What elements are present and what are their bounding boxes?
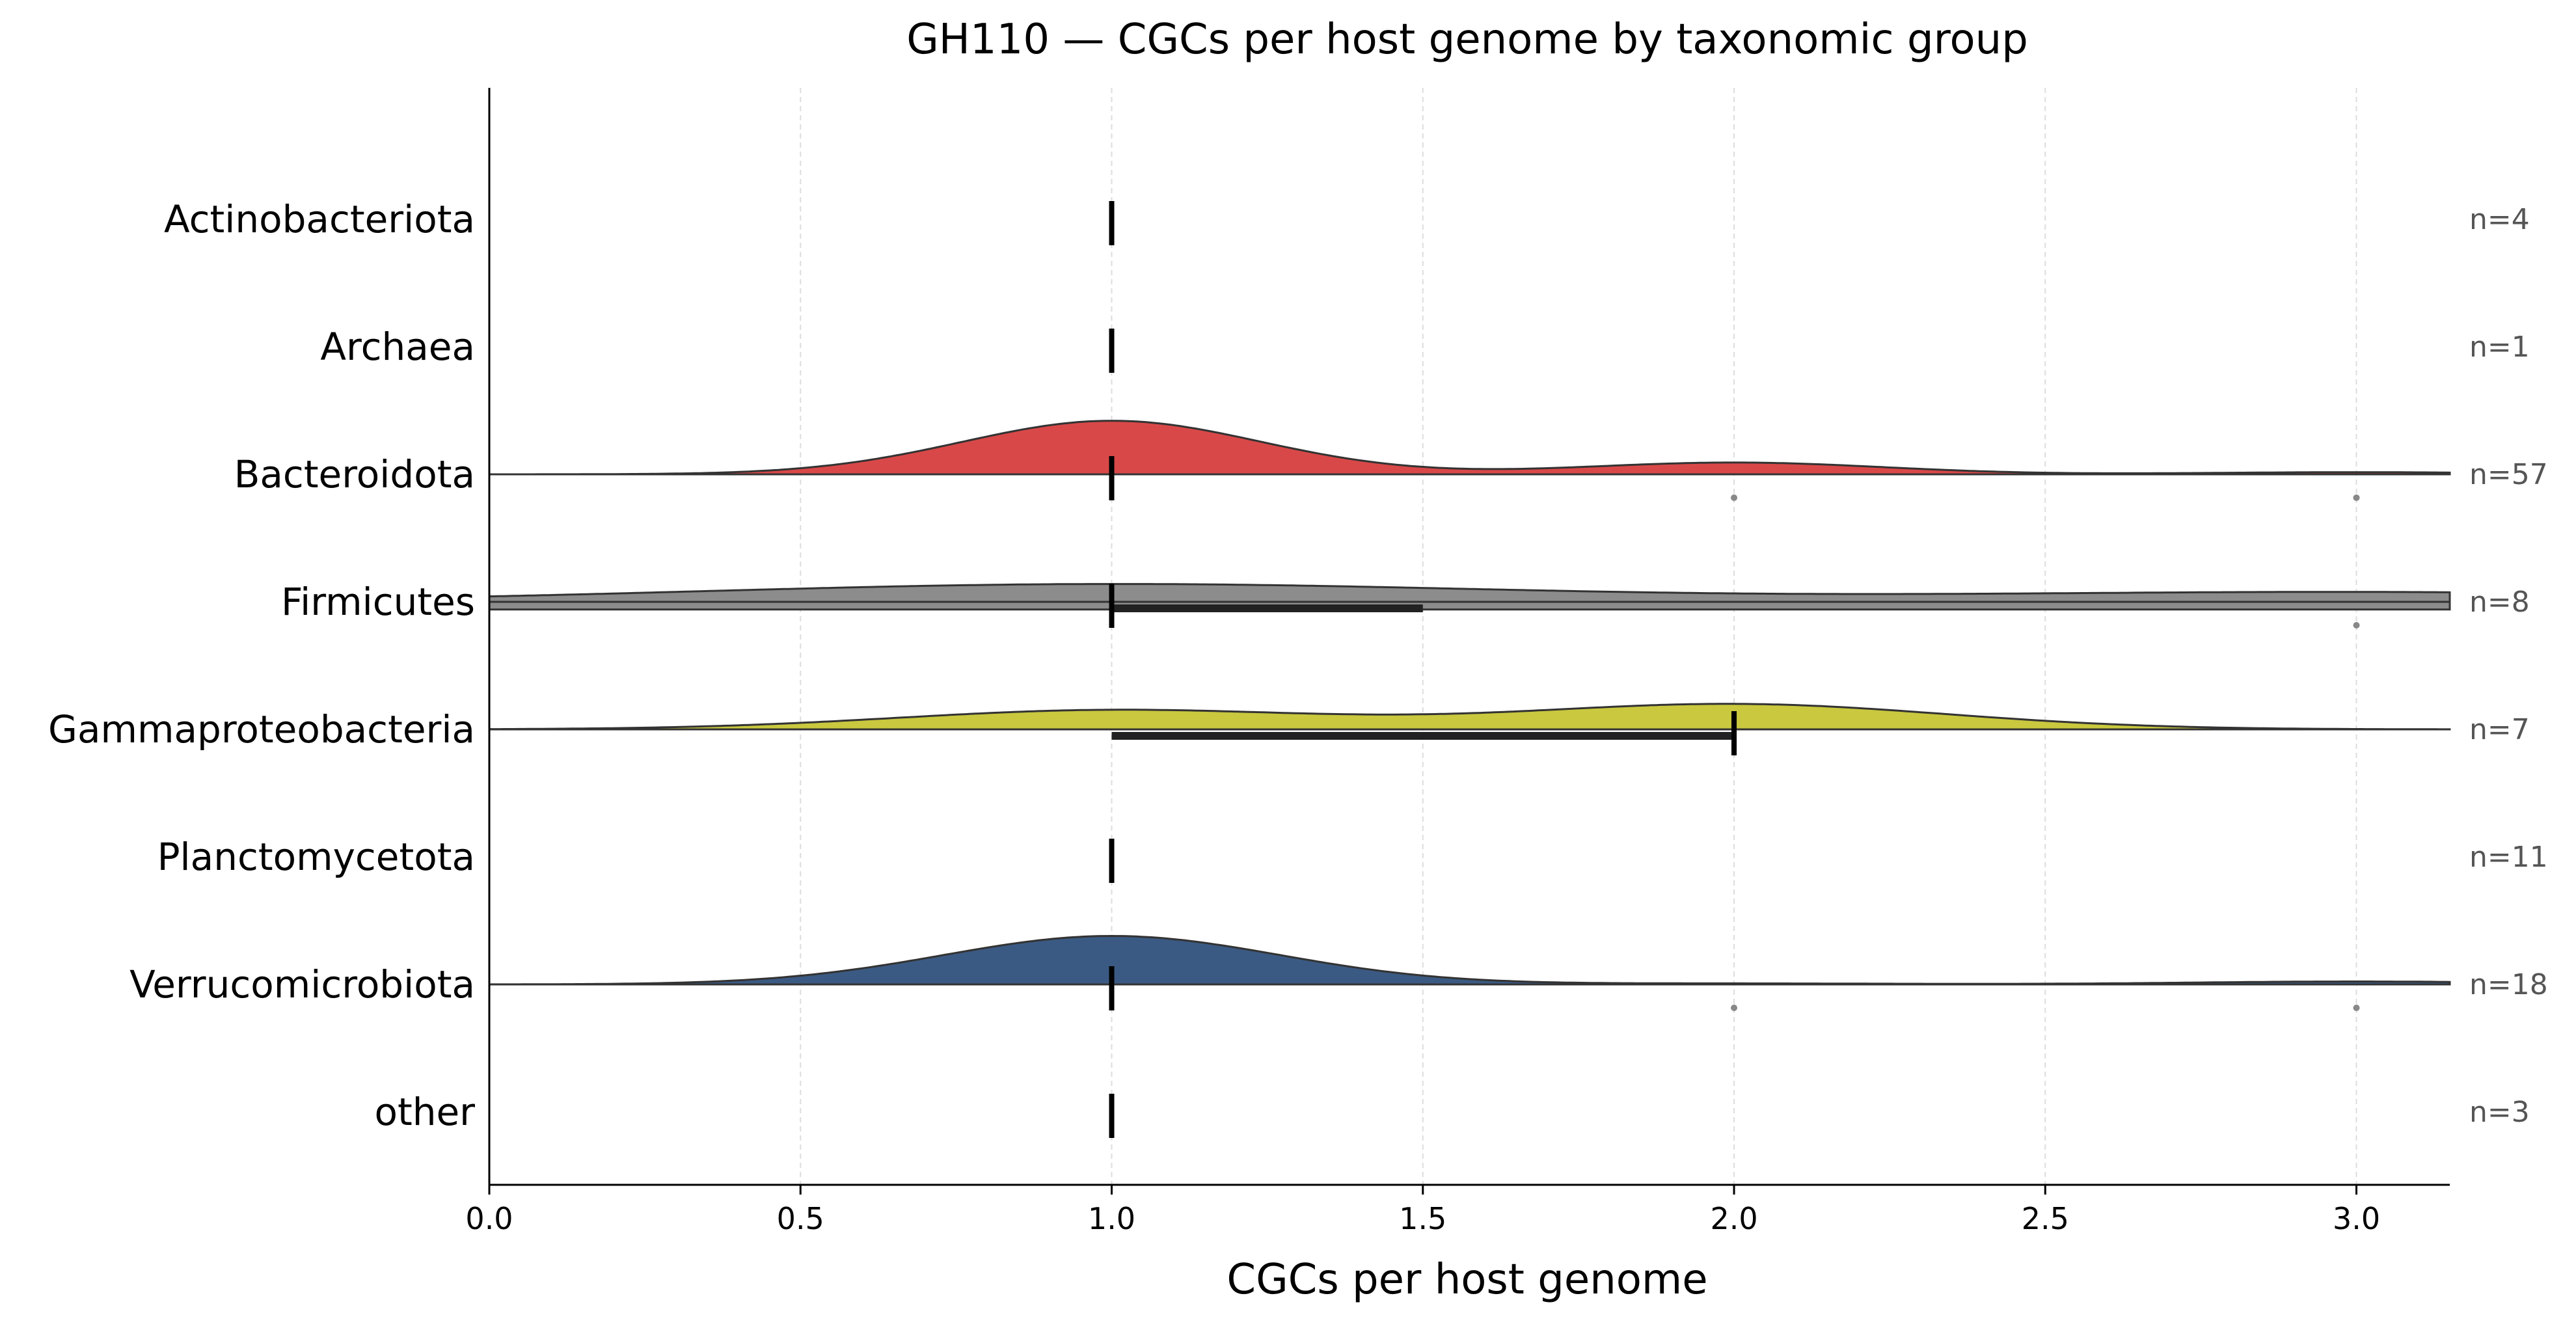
iqr-bar (1111, 732, 1735, 740)
group-n-label: n=18 (2469, 968, 2548, 1001)
group-labels: Actinobacteriota n=4 Archaea n=1 Bacteroidot… (48, 197, 2548, 1134)
violin-shape (489, 420, 2451, 476)
group-label: Bacteroidota (234, 452, 475, 496)
x-axis-label: CGCs per host genome (1227, 1256, 1707, 1304)
box-markers (1109, 201, 2360, 1138)
group-label: Gammaproteobacteria (48, 707, 475, 751)
grid-lines (800, 88, 2357, 1185)
group-label: Archaea (320, 325, 475, 369)
outlier-point (1731, 1005, 1738, 1011)
group-label: Planctomycetota (157, 835, 475, 879)
x-tick-label: 2.0 (1710, 1201, 1757, 1236)
group-n-label: n=8 (2469, 586, 2530, 619)
violin-shape (488, 583, 2451, 611)
outlier-point (2353, 494, 2360, 501)
chart-title: GH110 — CGCs per host genome by taxonomi… (906, 16, 2028, 64)
violins (488, 420, 2451, 986)
iqr-bar (1111, 604, 1423, 612)
group-n-label: n=7 (2469, 713, 2530, 746)
x-tick-label: 1.5 (1399, 1201, 1446, 1236)
outlier-point (1731, 494, 1738, 501)
x-tick-label: 2.5 (2022, 1201, 2069, 1236)
group-label: other (374, 1090, 475, 1134)
x-ticks: 0.0 0.5 1.0 1.5 2.0 2.5 3.0 (465, 1185, 2380, 1236)
group-label: Verrucomicrobiota (129, 962, 475, 1007)
group-n-label: n=11 (2469, 841, 2548, 874)
group-n-label: n=3 (2469, 1096, 2530, 1129)
group-label: Firmicutes (281, 580, 475, 624)
violin-shape (488, 703, 2451, 731)
group-label: Actinobacteriota (164, 197, 475, 241)
violin-shape (488, 934, 2451, 986)
group-n-label: n=4 (2469, 203, 2530, 236)
group-n-label: n=57 (2469, 458, 2548, 491)
x-tick-label: 0.0 (465, 1201, 513, 1236)
x-tick-label: 0.5 (777, 1201, 824, 1236)
x-tick-label: 1.0 (1088, 1201, 1135, 1236)
axes (488, 88, 2450, 1186)
group-n-label: n=1 (2469, 331, 2530, 364)
outlier-point (2353, 622, 2360, 629)
outlier-point (2353, 1005, 2360, 1011)
x-tick-label: 3.0 (2333, 1201, 2380, 1236)
